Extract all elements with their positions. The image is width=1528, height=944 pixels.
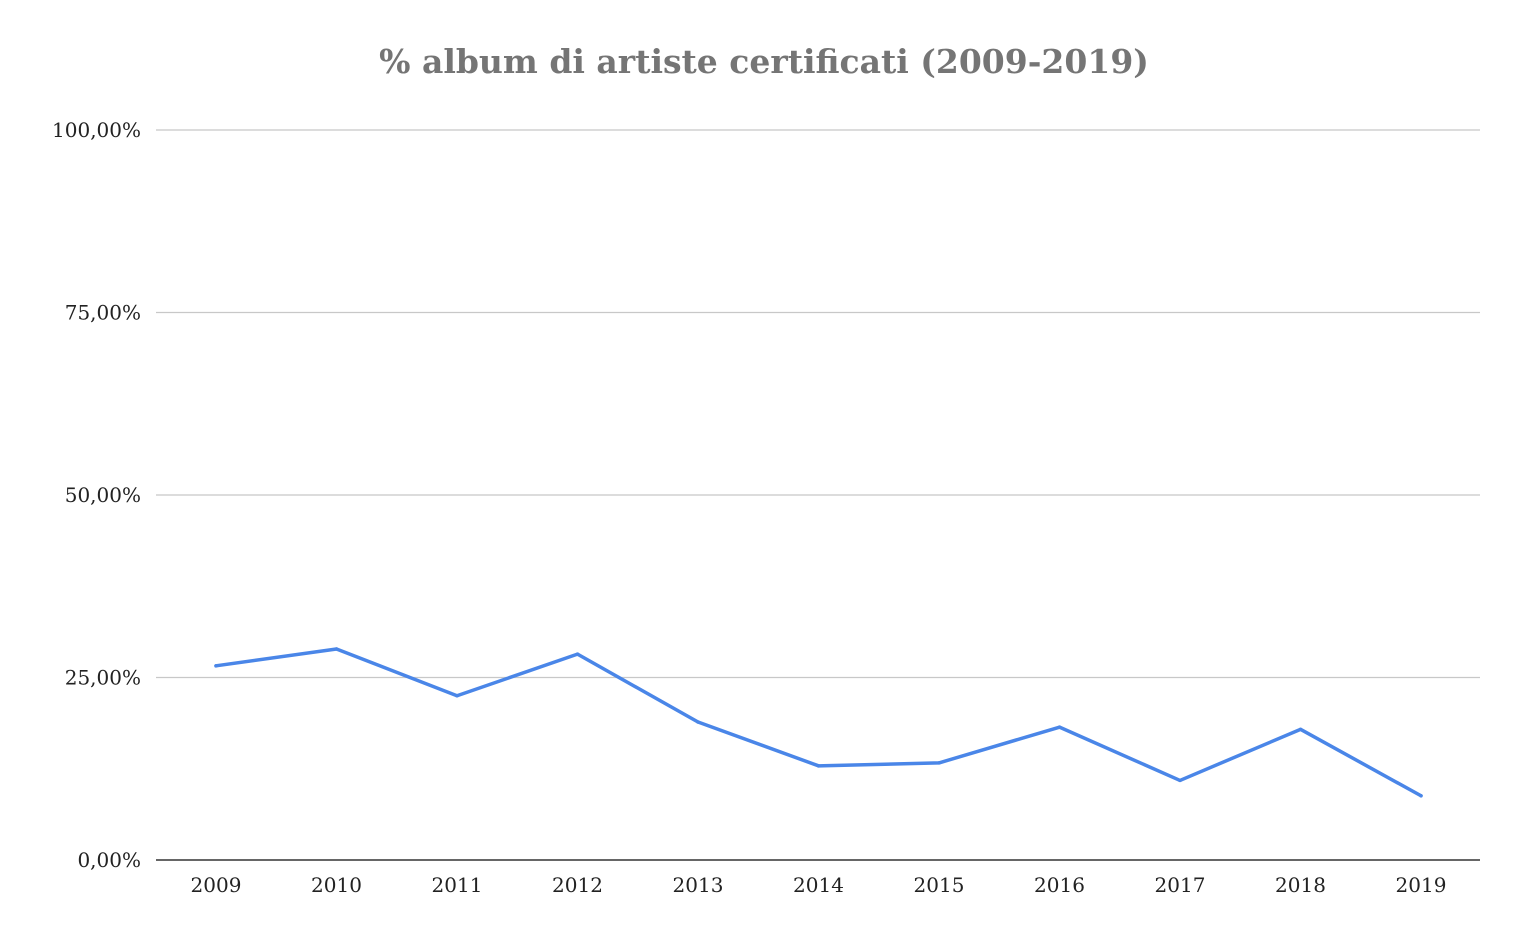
y-tick-label: 100,00% bbox=[52, 118, 141, 142]
data-point bbox=[334, 647, 339, 651]
series-line bbox=[214, 647, 1423, 798]
y-tick-label: 25,00% bbox=[65, 666, 141, 690]
data-point bbox=[455, 694, 459, 698]
data-point bbox=[816, 764, 821, 768]
x-tick-label: 2017 bbox=[1155, 873, 1206, 897]
y-tick-label: 0,00% bbox=[77, 848, 141, 872]
x-tick-label: 2014 bbox=[793, 873, 844, 897]
data-point bbox=[575, 652, 580, 656]
data-point bbox=[937, 761, 941, 765]
data-point bbox=[1178, 778, 1182, 783]
data-point bbox=[696, 720, 700, 724]
data-point bbox=[1057, 725, 1062, 729]
data-point bbox=[1298, 727, 1303, 732]
x-tick-label: 2018 bbox=[1275, 873, 1326, 897]
x-tick-label: 2009 bbox=[191, 873, 242, 897]
x-tick-label: 2012 bbox=[552, 873, 603, 897]
x-tick-label: 2011 bbox=[432, 873, 483, 897]
y-tick-label: 50,00% bbox=[65, 483, 141, 507]
x-tick-label: 2013 bbox=[673, 873, 724, 897]
chart-title: % album di artiste certificati (2009-201… bbox=[379, 42, 1149, 81]
x-tick-label: 2016 bbox=[1034, 873, 1085, 897]
data-point bbox=[214, 664, 218, 668]
x-tick-label: 2015 bbox=[914, 873, 965, 897]
x-tick-label: 2010 bbox=[311, 873, 362, 897]
x-tick-label: 2019 bbox=[1396, 873, 1447, 897]
data-point bbox=[1419, 794, 1423, 798]
y-tick-label: 75,00% bbox=[65, 301, 141, 325]
